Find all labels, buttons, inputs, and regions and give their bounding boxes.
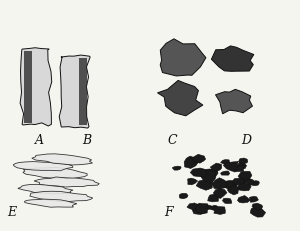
Polygon shape: [232, 179, 244, 185]
Polygon shape: [200, 170, 216, 183]
Polygon shape: [227, 185, 238, 195]
Text: D: D: [241, 133, 251, 146]
Polygon shape: [179, 194, 188, 199]
Polygon shape: [215, 90, 253, 114]
Polygon shape: [238, 171, 252, 181]
Polygon shape: [30, 191, 93, 202]
Polygon shape: [224, 162, 238, 171]
Text: B: B: [82, 133, 91, 146]
Polygon shape: [237, 178, 246, 184]
Polygon shape: [23, 168, 87, 179]
Polygon shape: [208, 194, 219, 202]
Polygon shape: [34, 177, 99, 187]
Polygon shape: [223, 198, 232, 204]
Polygon shape: [18, 185, 73, 194]
Polygon shape: [251, 181, 260, 186]
Polygon shape: [158, 81, 203, 116]
Text: C: C: [168, 133, 177, 146]
Polygon shape: [172, 166, 181, 170]
Polygon shape: [204, 205, 213, 210]
Polygon shape: [13, 162, 73, 171]
Text: F: F: [164, 205, 172, 218]
Polygon shape: [246, 179, 255, 186]
Polygon shape: [191, 155, 206, 164]
Polygon shape: [250, 206, 266, 217]
Polygon shape: [20, 49, 52, 126]
Polygon shape: [59, 56, 90, 128]
Polygon shape: [79, 59, 87, 126]
Polygon shape: [209, 205, 218, 210]
Polygon shape: [220, 160, 230, 165]
Polygon shape: [213, 189, 227, 199]
Polygon shape: [212, 47, 254, 72]
Polygon shape: [214, 207, 225, 215]
Polygon shape: [210, 163, 222, 172]
Polygon shape: [202, 169, 218, 177]
Polygon shape: [220, 171, 230, 175]
Polygon shape: [190, 168, 207, 177]
Polygon shape: [196, 204, 208, 214]
Polygon shape: [25, 199, 77, 207]
Polygon shape: [232, 165, 244, 172]
Polygon shape: [196, 180, 213, 190]
Polygon shape: [192, 203, 206, 215]
Text: A: A: [34, 133, 43, 146]
Polygon shape: [32, 154, 92, 165]
Polygon shape: [237, 162, 247, 169]
Polygon shape: [187, 203, 201, 210]
Polygon shape: [237, 182, 251, 191]
Polygon shape: [160, 40, 206, 77]
Polygon shape: [184, 156, 199, 169]
Polygon shape: [252, 203, 263, 210]
Polygon shape: [212, 178, 227, 189]
Polygon shape: [238, 196, 250, 203]
Polygon shape: [188, 178, 198, 185]
Text: E: E: [8, 205, 16, 218]
Polygon shape: [221, 181, 238, 190]
Polygon shape: [24, 52, 32, 124]
Polygon shape: [250, 197, 258, 202]
Polygon shape: [238, 158, 248, 164]
